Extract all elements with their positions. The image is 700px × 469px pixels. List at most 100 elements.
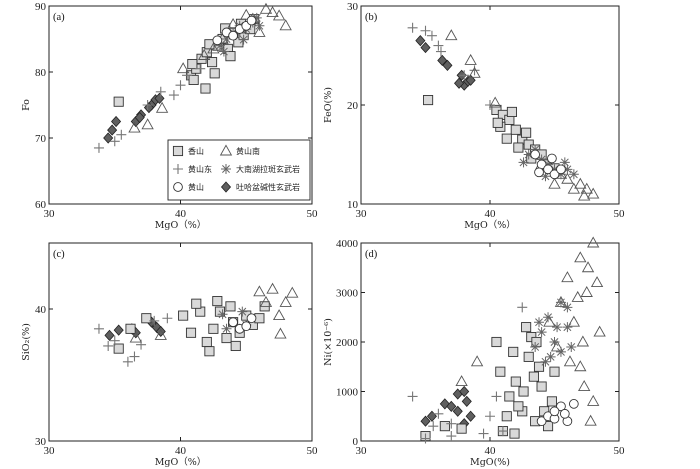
panel-b: 30 40 50 10 20 30 MgO（%） FeO(%) (b): [323, 1, 625, 231]
data-point-star: [555, 346, 566, 357]
data-point-square: [513, 142, 524, 153]
data-point-triangle: [580, 285, 593, 297]
x-tick-label-30: 30: [44, 208, 56, 220]
data-point-star: [518, 157, 529, 168]
data-point-square: [536, 381, 547, 392]
data-point-square: [225, 301, 236, 312]
series-黄山南: [129, 282, 299, 343]
data-point-star: [536, 327, 547, 338]
data-point-square: [495, 366, 506, 377]
data-point-square: [508, 346, 519, 357]
data-point-star: [562, 164, 573, 175]
x-tick-label-30: 30: [356, 445, 368, 457]
data-point-diamond: [437, 54, 448, 67]
data-point-star: [536, 154, 547, 165]
data-point-square: [207, 57, 218, 68]
data-point-plus: [497, 426, 508, 437]
data-point-square: [510, 376, 521, 387]
data-point-plus: [491, 391, 502, 402]
data-point-triangle: [266, 282, 279, 294]
data-point-star: [543, 312, 554, 323]
data-point-triangle: [279, 295, 292, 307]
data-point-triangle: [279, 19, 292, 31]
data-point-square: [212, 296, 223, 307]
data-point-diamond: [113, 324, 124, 336]
data-point-plus: [485, 411, 495, 422]
data-point-triangle: [155, 101, 169, 113]
data-point-plus: [407, 391, 418, 402]
data-point-triangle: [574, 251, 587, 263]
data-point-plus: [446, 418, 457, 429]
data-point-star: [217, 309, 228, 320]
data-point-star: [540, 356, 551, 367]
data-point-triangle: [578, 380, 591, 391]
data-point-star: [254, 20, 265, 31]
data-point-triangle: [578, 189, 591, 201]
series-黄山东: [407, 22, 495, 110]
legend-label-黄山东: 黄山东: [188, 164, 212, 174]
y-tick-label-10: 10: [347, 199, 359, 211]
panel-d: 30 40 50 0 1000 2000 3000 4000 MgO(%) Ni(×10⁻⁶) (d…: [323, 236, 625, 468]
data-point-square: [208, 323, 219, 334]
legend-box: [167, 139, 311, 201]
data-point-plus: [426, 30, 437, 41]
x-tick-label-40: 40: [485, 445, 497, 457]
data-point-plus: [420, 433, 431, 444]
data-point-plus: [182, 70, 193, 81]
legend-triangle-icon: [219, 144, 233, 156]
data-point-plus: [109, 136, 120, 147]
data-point-square: [185, 327, 197, 338]
data-point-star: [523, 149, 534, 160]
y-tick-label-3000: 3000: [336, 288, 359, 300]
data-point-star: [552, 322, 563, 333]
data-point-triangle: [563, 355, 577, 367]
data-point-circle: [228, 317, 238, 328]
data-point-plus: [420, 25, 431, 36]
data-point-diamond: [415, 35, 426, 47]
data-point-triangle: [488, 96, 502, 108]
data-point-diamond: [111, 115, 122, 128]
y-tick-label-80: 80: [35, 67, 47, 79]
plot-frame: [48, 242, 313, 442]
data-point-square: [521, 127, 532, 138]
data-point-square: [191, 298, 202, 309]
legend-label-黄山: 黄山: [188, 182, 204, 192]
legend-label-大南湖拉斑玄武岩: 大南湖拉斑玄武岩: [236, 164, 300, 174]
x-tick-label-50: 50: [307, 445, 319, 457]
data-point-triangle: [259, 2, 273, 14]
data-point-square: [178, 310, 189, 321]
data-point-star: [214, 40, 225, 51]
data-point-diamond: [461, 395, 472, 407]
data-point-star: [549, 337, 560, 347]
data-point-star: [221, 34, 232, 44]
data-point-square: [113, 343, 124, 354]
data-point-triangle: [470, 355, 484, 367]
data-point-star: [530, 341, 541, 352]
x-tick-label-50: 50: [307, 208, 319, 220]
x-tick-label-40: 40: [175, 445, 187, 457]
data-point-triangle: [253, 25, 266, 37]
data-point-star: [237, 306, 248, 317]
series-吐哈盆碱性玄武岩: [103, 92, 165, 144]
data-point-plus: [433, 40, 444, 51]
data-point-plus: [93, 142, 104, 153]
y-tick-label-1000: 1000: [336, 387, 359, 399]
data-point-diamond: [454, 77, 465, 89]
data-point-square: [492, 117, 503, 128]
data-point-square: [209, 68, 220, 79]
data-point-square: [506, 106, 517, 117]
data-point-square: [533, 361, 545, 372]
series-吐哈盆碱性玄武岩: [415, 35, 476, 91]
series-黄山: [212, 15, 257, 46]
y-tick-label-2000: 2000: [336, 337, 359, 349]
data-point-circle: [246, 313, 257, 324]
data-point-diamond: [104, 329, 115, 341]
data-point-star: [562, 322, 573, 333]
series-黄山南: [445, 29, 600, 201]
data-point-star: [555, 297, 566, 308]
x-axis-label: MgO(%): [470, 457, 510, 468]
series-大南湖拉斑玄武岩: [530, 297, 577, 367]
data-point-star: [549, 164, 560, 175]
data-point-triangle: [464, 53, 477, 65]
